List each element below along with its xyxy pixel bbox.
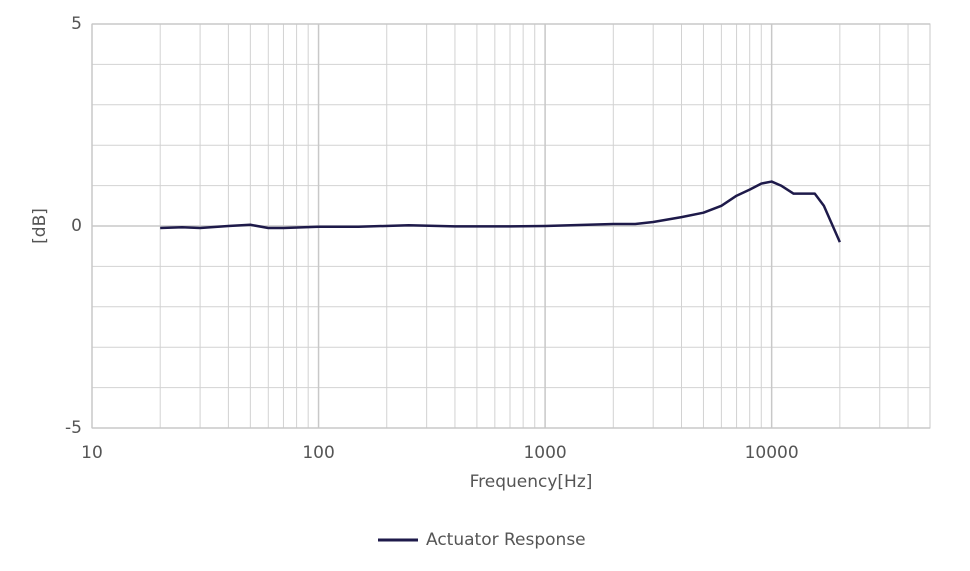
- x-tick-label: 100: [302, 443, 334, 463]
- y-axis-label: [dB]: [30, 208, 50, 244]
- x-tick-label: 10: [81, 443, 103, 463]
- series-line: [160, 180, 841, 243]
- x-axis-label: Frequency[Hz]: [470, 472, 593, 492]
- legend-label: Actuator Response: [426, 530, 586, 550]
- x-tick-label: 1000: [523, 443, 566, 463]
- x-tick-label: 10000: [745, 443, 799, 463]
- y-tick-label: -5: [65, 418, 82, 438]
- y-tick-label: 5: [71, 14, 82, 34]
- y-tick-label: 0: [71, 216, 82, 236]
